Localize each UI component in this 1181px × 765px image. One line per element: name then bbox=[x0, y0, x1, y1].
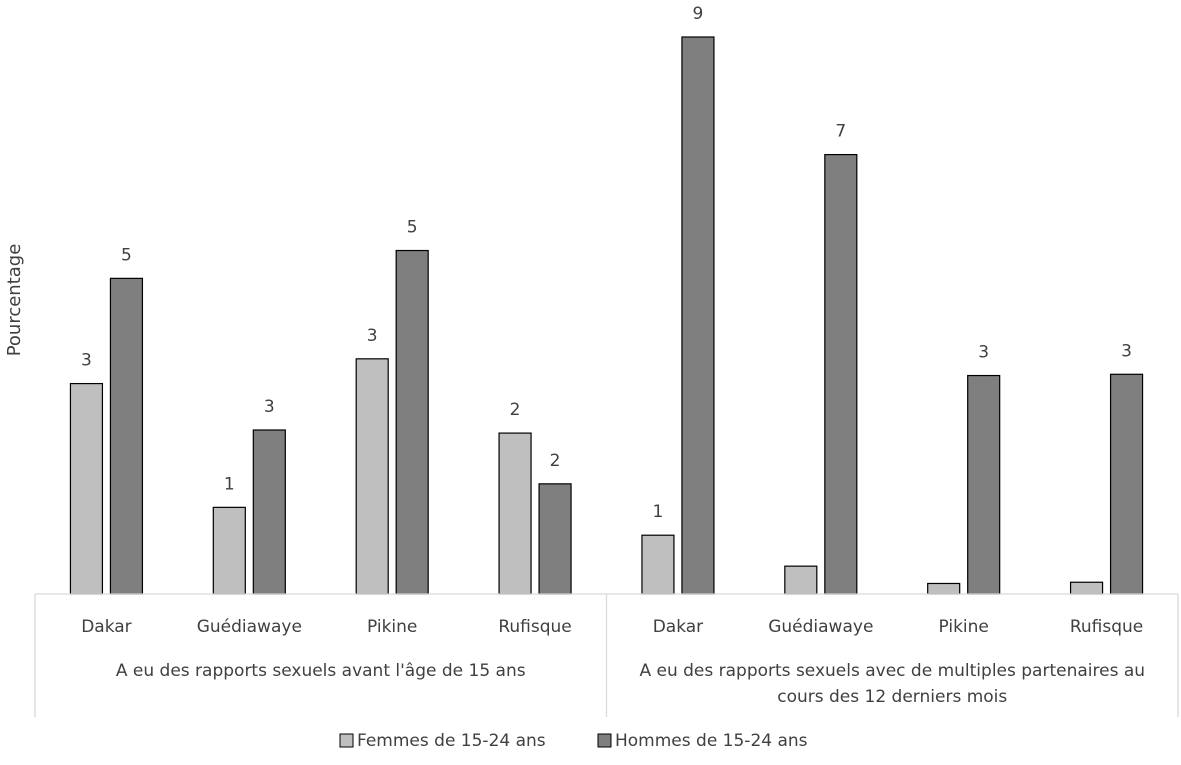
x-tick-label: Rufisque bbox=[498, 617, 571, 637]
legend: Femmes de 15-24 ans Hommes de 15-24 ans bbox=[339, 731, 808, 751]
x-tick-label: Rufisque bbox=[1070, 617, 1143, 637]
legend-label: Hommes de 15-24 ans bbox=[615, 731, 808, 751]
bar-femmes bbox=[69, 382, 104, 595]
bar-hommes bbox=[1109, 373, 1144, 595]
legend-label: Femmes de 15-24 ans bbox=[357, 731, 546, 751]
bar-hommes bbox=[681, 36, 715, 595]
data-label: 3 bbox=[1121, 341, 1132, 361]
group-label: A eu des rapports sexuels avant l'âge de… bbox=[116, 661, 526, 681]
bars-layer bbox=[69, 36, 1144, 595]
category-axis: Dakar Guédiawaye Pikine Rufisque A eu des ra… bbox=[34, 593, 1179, 717]
bar-hommes bbox=[967, 374, 1001, 595]
bar-hommes bbox=[538, 483, 572, 595]
x-tick-label: Dakar bbox=[653, 617, 703, 637]
bar-hommes bbox=[395, 249, 429, 595]
group-label: cours des 12 derniers mois bbox=[777, 687, 1007, 707]
x-tick-label: Dakar bbox=[81, 617, 131, 637]
bar-femmes bbox=[927, 582, 961, 595]
data-label: 3 bbox=[264, 397, 275, 417]
x-tick-label: Guédiawaye bbox=[768, 617, 873, 637]
data-label: 5 bbox=[407, 218, 418, 238]
bar-hommes bbox=[109, 277, 144, 595]
data-label: 1 bbox=[653, 502, 664, 522]
data-label: 2 bbox=[550, 451, 561, 471]
x-tick-label: Guédiawaye bbox=[197, 617, 302, 637]
bar-femmes bbox=[641, 534, 675, 595]
bar-hommes bbox=[252, 429, 286, 595]
bar-femmes bbox=[1069, 581, 1104, 595]
data-label: 2 bbox=[510, 400, 521, 420]
legend-swatch bbox=[597, 733, 612, 748]
data-label: 3 bbox=[978, 343, 989, 363]
x-tick-label: Pikine bbox=[367, 617, 417, 637]
bar-femmes bbox=[355, 358, 389, 595]
y-axis-title: Pourcentage bbox=[4, 244, 25, 357]
bar-femmes bbox=[212, 506, 246, 595]
group-label: A eu des rapports sexuels avec de multip… bbox=[639, 661, 1145, 681]
legend-swatch bbox=[339, 733, 354, 748]
data-label: 3 bbox=[367, 326, 378, 346]
bar-hommes bbox=[824, 153, 858, 595]
data-label: 9 bbox=[693, 4, 704, 24]
data-label: 7 bbox=[835, 122, 846, 142]
data-label: 3 bbox=[81, 351, 92, 371]
bar-femmes bbox=[784, 565, 818, 595]
data-label: 5 bbox=[121, 245, 132, 265]
data-labels-layer: 3 5 1 3 3 5 2 2 1 9 7 3 3 bbox=[81, 4, 1132, 522]
data-label: 1 bbox=[224, 474, 235, 494]
bar-femmes bbox=[498, 432, 532, 595]
x-tick-label: Pikine bbox=[938, 617, 988, 637]
